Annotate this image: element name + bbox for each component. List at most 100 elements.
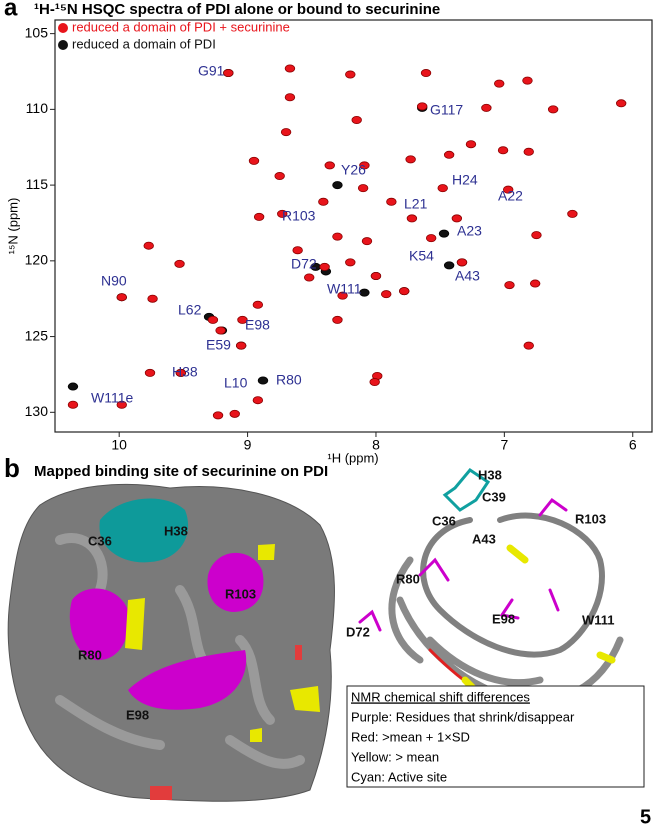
peak bbox=[399, 287, 410, 296]
peak bbox=[319, 262, 330, 271]
peak-label: R80 bbox=[276, 372, 302, 388]
y-tick-label: 110 bbox=[26, 100, 49, 116]
peak bbox=[437, 184, 448, 193]
peak-label: D72 bbox=[291, 256, 317, 272]
y-tick-label: 125 bbox=[25, 327, 49, 343]
peak-label: L62 bbox=[178, 302, 202, 318]
peak bbox=[357, 184, 369, 193]
peak bbox=[456, 258, 468, 267]
peak bbox=[451, 214, 463, 223]
ribbon-label: C39 bbox=[482, 489, 506, 504]
peak bbox=[143, 241, 154, 250]
peak-label: Y26 bbox=[341, 162, 366, 178]
peak bbox=[386, 197, 397, 206]
legend-label: reduced a domain of PDI + securinine bbox=[72, 19, 290, 34]
ribbon-label: A43 bbox=[472, 531, 496, 546]
peak-label: E59 bbox=[206, 337, 231, 353]
peak bbox=[292, 246, 303, 255]
peak bbox=[351, 115, 362, 124]
peak bbox=[324, 161, 335, 170]
legend-item: Yellow: > mean bbox=[351, 749, 439, 764]
peak bbox=[361, 237, 373, 246]
surface-label: R80 bbox=[78, 647, 102, 662]
peak-label: E98 bbox=[245, 317, 270, 333]
protein-ribbon bbox=[358, 468, 624, 705]
legend-item: Purple: Residues that shrink/disappear bbox=[351, 709, 575, 724]
peak bbox=[207, 315, 219, 324]
peak bbox=[443, 150, 455, 159]
peak bbox=[116, 293, 127, 302]
peak bbox=[318, 197, 329, 206]
protein-surface bbox=[7, 483, 335, 802]
ribbon-label: C36 bbox=[432, 513, 456, 528]
y-tick-label: 120 bbox=[25, 252, 49, 268]
peak-label: G91 bbox=[198, 63, 225, 79]
peak bbox=[277, 209, 288, 218]
peak bbox=[443, 261, 455, 270]
peak bbox=[420, 69, 432, 78]
y-tick-label: 130 bbox=[25, 403, 49, 419]
peak bbox=[237, 315, 248, 324]
peak-label: A23 bbox=[457, 223, 482, 239]
panel-title: Mapped binding site of securinine on PDI bbox=[34, 463, 328, 480]
peak-label: A22 bbox=[498, 188, 523, 204]
surface-label: H38 bbox=[164, 523, 188, 538]
surface-label: R103 bbox=[225, 586, 256, 601]
peak bbox=[531, 231, 542, 240]
peak-label: H38 bbox=[172, 364, 198, 380]
ribbon-label: D72 bbox=[346, 624, 370, 639]
peak bbox=[257, 376, 269, 385]
peak bbox=[284, 93, 296, 102]
x-tick-label: 8 bbox=[372, 437, 380, 453]
ribbon-label: H38 bbox=[478, 467, 502, 482]
peak bbox=[523, 147, 534, 156]
peak bbox=[284, 64, 296, 73]
peak-label: A43 bbox=[455, 268, 480, 284]
peak-label: H24 bbox=[452, 172, 478, 188]
peak bbox=[252, 396, 264, 405]
peak bbox=[567, 209, 578, 218]
peak bbox=[175, 368, 187, 377]
ribbon-label: E98 bbox=[492, 611, 515, 626]
peak-label: R103 bbox=[282, 208, 316, 224]
peak bbox=[523, 341, 534, 350]
peak bbox=[359, 161, 370, 170]
peak bbox=[359, 288, 370, 297]
x-tick-label: 6 bbox=[629, 437, 637, 453]
plot-frame bbox=[54, 19, 653, 433]
peak bbox=[369, 378, 380, 387]
peak bbox=[248, 156, 260, 165]
peak bbox=[337, 291, 348, 300]
peak bbox=[215, 326, 226, 335]
legend-marker bbox=[58, 40, 68, 50]
peak-label: W111 bbox=[327, 281, 362, 297]
peak bbox=[481, 103, 492, 112]
peak bbox=[504, 281, 515, 290]
peak bbox=[425, 234, 437, 243]
binding-patch bbox=[69, 588, 129, 661]
y-tick-label: 115 bbox=[26, 176, 49, 192]
binding-patch bbox=[128, 650, 247, 710]
peak bbox=[147, 294, 158, 303]
peak-label: K54 bbox=[409, 248, 434, 264]
surface-ridge bbox=[55, 533, 305, 769]
peak bbox=[405, 155, 416, 164]
ribbon-strand bbox=[420, 512, 605, 658]
y-tick-label: 105 bbox=[25, 24, 49, 40]
peak bbox=[235, 341, 247, 350]
active-site-sticks bbox=[442, 468, 491, 512]
peak bbox=[345, 70, 356, 79]
peak bbox=[332, 181, 343, 190]
peak bbox=[304, 273, 315, 282]
binding-patch bbox=[207, 552, 264, 612]
peak bbox=[223, 69, 234, 78]
peak bbox=[229, 409, 240, 418]
peak bbox=[67, 400, 79, 409]
legend-box bbox=[346, 685, 645, 788]
peak bbox=[503, 185, 514, 194]
active-site-patch bbox=[99, 498, 189, 563]
peak bbox=[212, 411, 224, 420]
peak bbox=[345, 258, 356, 267]
peak bbox=[438, 229, 450, 238]
